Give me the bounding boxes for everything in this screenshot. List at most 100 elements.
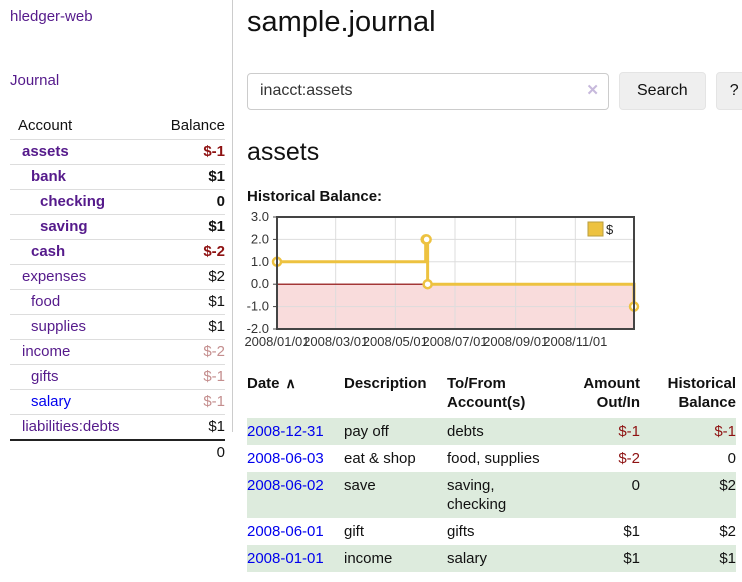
- sidebar-account-link[interactable]: liabilities:debts: [22, 418, 120, 435]
- register-row: 2008-06-03 eat & shop food, supplies $-2 0: [247, 445, 736, 472]
- transaction-date-link[interactable]: 2008-01-01: [247, 550, 324, 567]
- account-row: bank $1: [10, 164, 225, 190]
- data-point-marker: [421, 234, 432, 245]
- accounts-total-value: 0: [153, 439, 225, 464]
- account-balance: $-2: [153, 339, 225, 365]
- accounts-header-row: Account Balance: [10, 113, 225, 140]
- account-balance: $1: [153, 314, 225, 340]
- transaction-date-link[interactable]: 2008-06-01: [247, 523, 324, 540]
- sidebar-account-link[interactable]: food: [31, 293, 61, 310]
- register-row: 2008-01-01 income salary $1 $1: [247, 545, 736, 572]
- transaction-date-link[interactable]: 2008-12-31: [247, 423, 324, 440]
- transaction-date-link[interactable]: 2008-06-03: [247, 450, 324, 467]
- help-button[interactable]: ?: [715, 72, 742, 110]
- sidebar-account-link[interactable]: assets: [22, 143, 69, 160]
- search-input[interactable]: [247, 72, 609, 110]
- accounts-header-balance: Balance: [170, 117, 225, 134]
- transaction-amount: 0: [631, 477, 640, 494]
- legend-label: $: [606, 222, 614, 237]
- chart-border: [276, 216, 635, 330]
- accounts-total-row: 0: [10, 439, 225, 464]
- account-row: checking 0: [10, 189, 225, 215]
- register-column-header[interactable]: To/From Account(s): [447, 372, 560, 418]
- sidebar-item-journal[interactable]: Journal: [10, 72, 60, 89]
- transaction-accounts: salary: [447, 550, 488, 567]
- y-axis-tick-label: -2.0: [247, 321, 269, 336]
- sidebar-account-link[interactable]: cash: [31, 243, 66, 260]
- transaction-amount: $-2: [618, 450, 640, 467]
- accounts-table: Account Balance assets $-1 bank $1 checking 0…: [10, 113, 225, 464]
- register-table: Date ∧ Description To/From Account(s) Amount…: [247, 372, 736, 572]
- y-axis-tick-label: -1.0: [247, 299, 269, 314]
- y-axis-tick-label: 1.0: [251, 254, 269, 269]
- account-heading: assets: [247, 138, 320, 166]
- account-balance: $-1: [153, 139, 225, 165]
- account-balance: $1: [153, 289, 225, 315]
- transaction-description: eat & shop: [344, 450, 416, 467]
- transaction-balance: $1: [719, 550, 736, 567]
- transaction-description: gift: [344, 523, 365, 540]
- x-axis-tick-label: 2008/07/01: [422, 334, 487, 349]
- transaction-amount: $1: [623, 550, 640, 567]
- sidebar-account-link[interactable]: saving: [40, 218, 88, 235]
- accounts-total-spacer: [10, 439, 154, 464]
- column-header-label: Date: [247, 375, 280, 392]
- register-row: 2008-06-02 save saving, checking 0 $2: [247, 472, 736, 518]
- x-axis-tick-label: 2008/09/01: [483, 334, 548, 349]
- register-row: 2008-12-31 pay off debts $-1 $-1: [247, 418, 736, 445]
- transaction-description: save: [344, 477, 376, 494]
- sidebar-account-link[interactable]: bank: [31, 168, 67, 185]
- transaction-description: income: [344, 550, 393, 567]
- sidebar-account-link[interactable]: expenses: [22, 268, 87, 285]
- register-column-header[interactable]: Amount Out/In: [560, 372, 640, 418]
- sidebar-account-link[interactable]: supplies: [31, 318, 87, 335]
- account-row: food $1: [10, 289, 225, 315]
- y-axis-tick-label: 3.0: [251, 211, 269, 224]
- historical-balance-chart: 3.0 2.0 1.0 0.0 -1.0 -2.02008/01/012008/03/01…: [244, 211, 640, 349]
- chart-title: Historical Balance:: [247, 188, 383, 205]
- register-column-header[interactable]: Date ∧: [247, 372, 344, 418]
- register-header-row: Date ∧ Description To/From Account(s) Amount…: [247, 372, 736, 418]
- search-form: ✕ Search ?: [247, 72, 742, 110]
- account-balance: $-1: [153, 389, 225, 415]
- transaction-date-link[interactable]: 2008-06-02: [247, 477, 324, 494]
- y-axis-tick-label: 0.0: [251, 276, 269, 291]
- transaction-balance: $2: [719, 523, 736, 540]
- search-input-wrap: ✕: [247, 72, 609, 110]
- column-header-label: Historical Balance: [667, 375, 736, 411]
- account-row: liabilities:debts $1: [10, 414, 225, 440]
- account-balance: $1: [153, 414, 225, 440]
- register-column-header[interactable]: Historical Balance: [640, 372, 736, 418]
- transaction-accounts: gifts: [447, 523, 475, 540]
- main-content: sample.journal ✕ Search ? assets Histori…: [233, 0, 742, 572]
- column-header-label: Amount Out/In: [583, 375, 640, 411]
- x-axis-tick-label: 2008/01/01: [244, 334, 309, 349]
- legend-swatch: [587, 221, 604, 237]
- transaction-description: pay off: [344, 423, 389, 440]
- app-title-link[interactable]: hledger-web: [10, 8, 93, 25]
- search-button[interactable]: Search: [619, 72, 706, 110]
- sidebar-account-link[interactable]: income: [22, 343, 71, 360]
- register-column-header[interactable]: Description: [344, 372, 447, 418]
- account-row: supplies $1: [10, 314, 225, 340]
- accounts-header-account: Account: [18, 117, 73, 134]
- clear-search-icon[interactable]: ✕: [586, 81, 599, 99]
- account-row: salary $-1: [10, 389, 225, 415]
- x-axis-tick-label: 2008/03/01: [303, 334, 368, 349]
- transaction-amount: $1: [623, 523, 640, 540]
- sidebar-account-link[interactable]: gifts: [31, 368, 59, 385]
- account-balance: 0: [153, 189, 225, 215]
- transaction-accounts: food, supplies: [447, 450, 540, 467]
- account-row: expenses $2: [10, 264, 225, 290]
- account-balance: $1: [153, 164, 225, 190]
- account-row: cash $-2: [10, 239, 225, 265]
- sidebar-account-link[interactable]: salary: [31, 393, 72, 410]
- y-axis-tick-label: 2.0: [251, 231, 269, 246]
- account-row: saving $1: [10, 214, 225, 240]
- caret-up-icon: ∧: [285, 375, 296, 391]
- x-axis-tick-label: 2008/11/01: [543, 334, 607, 349]
- sidebar-account-link[interactable]: checking: [40, 193, 106, 210]
- register-row: 2008-06-01 gift gifts $1 $2: [247, 518, 736, 545]
- data-point-marker: [422, 278, 433, 290]
